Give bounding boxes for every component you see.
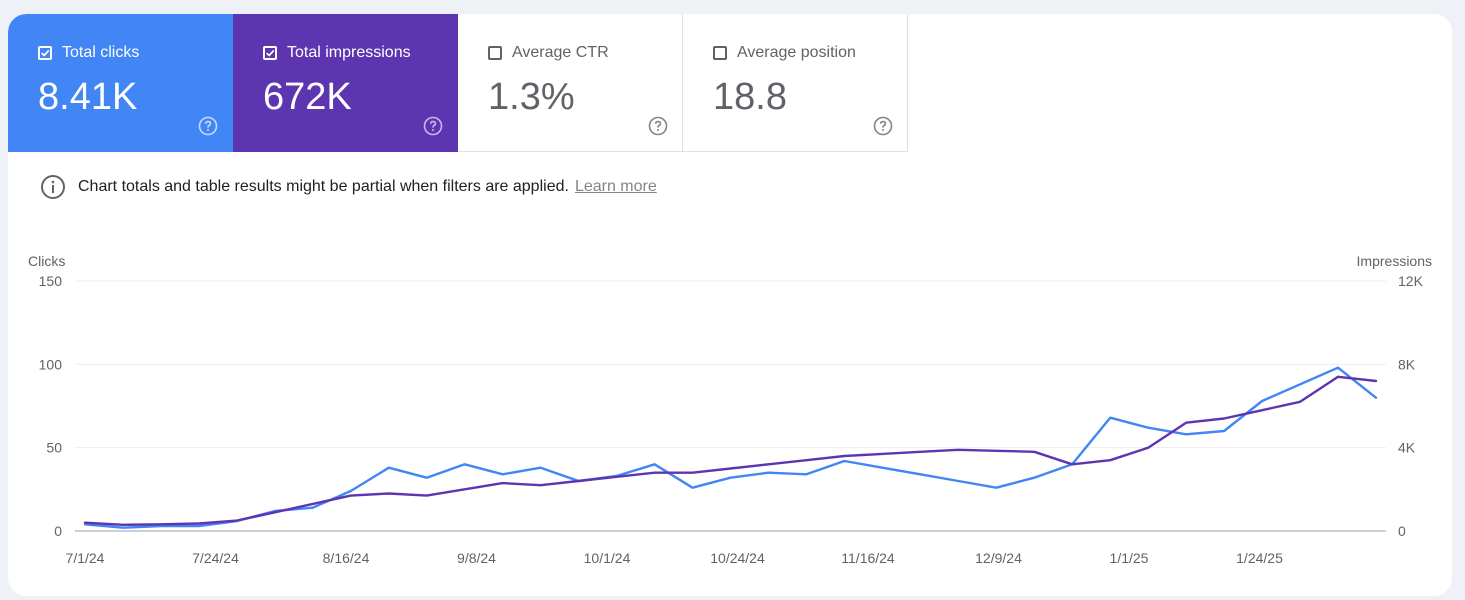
checkbox-checked-icon[interactable] <box>263 46 277 60</box>
performance-line-chart: 0 0 50 4K 100 8K 150 12K Clicks Impressions 7/1/24… <box>28 253 1432 566</box>
help-icon[interactable] <box>873 116 893 136</box>
x-tick-label: 1/24/25 <box>1236 550 1283 566</box>
info-icon <box>41 175 65 199</box>
partial-results-notice: Chart totals and table results might be … <box>40 174 657 200</box>
x-tick-label: 7/1/24 <box>66 550 105 566</box>
metric-average-position[interactable]: Average position 18.8 <box>683 14 908 152</box>
help-icon[interactable] <box>423 116 443 136</box>
learn-more-link[interactable]: Learn more <box>574 178 657 195</box>
x-tick-label: 12/9/24 <box>975 550 1022 566</box>
x-tick-label: 10/24/24 <box>710 550 765 566</box>
checkbox-unchecked-icon[interactable] <box>488 46 502 60</box>
help-icon[interactable] <box>198 116 218 136</box>
metric-value: 672K <box>263 76 352 118</box>
checkbox-unchecked-icon[interactable] <box>713 46 727 60</box>
metric-label: Total clicks <box>62 44 140 61</box>
y-right-tick-label: 0 <box>1398 523 1406 539</box>
y-right-tick-label: 12K <box>1398 273 1424 289</box>
y-left-tick-label: 0 <box>54 523 62 539</box>
metric-label: Average position <box>737 44 856 61</box>
y-right-tick-label: 8K <box>1398 356 1416 372</box>
y-left-tick-label: 100 <box>39 356 63 372</box>
x-tick-label: 11/16/24 <box>841 550 895 566</box>
x-tick-label: 1/1/25 <box>1110 550 1149 566</box>
metric-label: Average CTR <box>512 44 609 61</box>
metric-label: Total impressions <box>287 44 411 61</box>
metric-average-ctr[interactable]: Average CTR 1.3% <box>458 14 683 152</box>
series-line-impressions <box>83 375 1378 526</box>
y-right-tick-label: 4K <box>1398 440 1416 456</box>
metric-total-clicks[interactable]: Total clicks 8.41K <box>8 14 233 152</box>
x-tick-label: 7/24/24 <box>192 550 239 566</box>
notice-text: Chart totals and table results might be … <box>78 178 569 195</box>
performance-panel: Total clicks 8.41K Total impressions 672… <box>8 14 1452 596</box>
y-left-tick-label: 50 <box>46 440 62 456</box>
y-right-axis-label: Impressions <box>1357 253 1432 269</box>
series-line-clicks <box>83 366 1378 529</box>
checkbox-checked-icon[interactable] <box>38 46 52 60</box>
x-tick-label: 10/1/24 <box>584 550 631 566</box>
metric-value: 8.41K <box>38 76 138 118</box>
metric-cards: Total clicks 8.41K Total impressions 672… <box>8 14 908 152</box>
metric-total-impressions[interactable]: Total impressions 672K <box>233 14 458 152</box>
metric-value: 1.3% <box>488 76 575 118</box>
metric-value: 18.8 <box>713 76 787 118</box>
x-tick-label: 8/16/24 <box>323 550 370 566</box>
x-tick-label: 9/8/24 <box>457 550 496 566</box>
y-left-axis-label: Clicks <box>28 253 65 269</box>
help-icon[interactable] <box>648 116 668 136</box>
y-left-tick-label: 150 <box>39 273 63 289</box>
